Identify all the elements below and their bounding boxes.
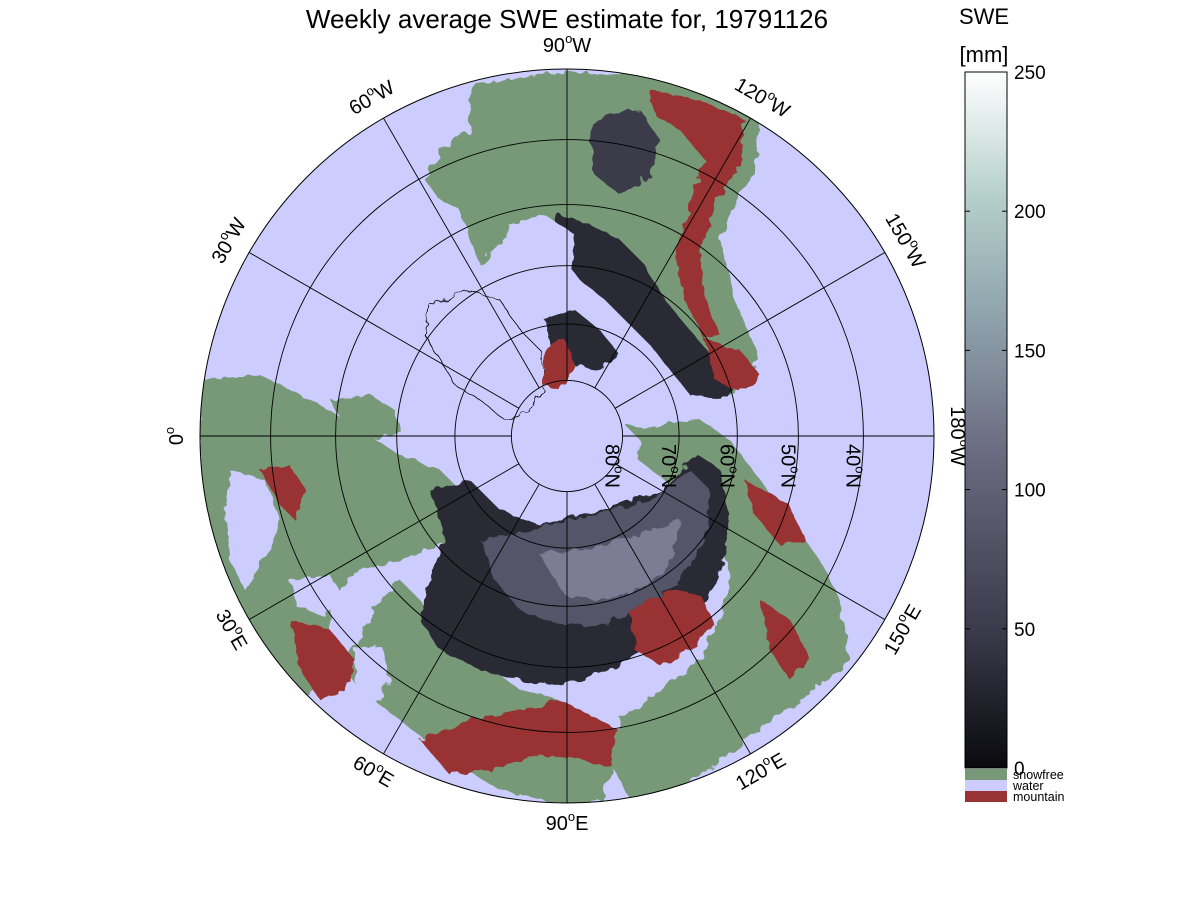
meridian-120 [594, 483, 751, 755]
svg-text:80oN: 80oN [600, 444, 626, 488]
land-greenland [424, 289, 546, 421]
meridian-30 [248, 463, 520, 620]
mountain-himalaya [420, 700, 640, 775]
svg-text:60oW: 60oW [344, 73, 399, 120]
swatch-water [965, 780, 1007, 791]
meridian--150 [614, 252, 886, 409]
lat-label-50°N: 50oN [776, 444, 802, 488]
land-scandinavia [330, 395, 400, 440]
land-snowfree-east-asia [600, 420, 850, 800]
meridian--120 [594, 117, 751, 389]
swatch-label-snowfree: snowfree [1013, 768, 1064, 782]
meridian-60 [383, 483, 540, 755]
lat-label-70°N: 70oN [657, 444, 683, 488]
lat-label-40°N: 40oN [841, 444, 867, 488]
mountain-rockies [650, 90, 745, 340]
colorbar-ticks: 0 50 100 150 200 250 [965, 63, 1046, 780]
colorbar-tick-label: 250 [1014, 63, 1046, 84]
map-title: Weekly average SWE estimate for, 1979112… [306, 4, 828, 34]
land-europe [200, 375, 640, 803]
lon-label-30°W: 30oW [204, 212, 251, 268]
lon-label-90°W: 90oW [543, 31, 591, 57]
land-north-america [424, 72, 760, 421]
colorbar-tick-label: 50 [1014, 620, 1035, 641]
hudson-bay [500, 215, 575, 295]
meridian--30 [248, 252, 520, 409]
colorbar-tick-label: 0 [1014, 759, 1025, 780]
swatch-label-water: water [1012, 779, 1044, 793]
water-caspian [355, 645, 390, 705]
colorbar-gradient [964, 71, 1008, 769]
colorbar-title: SWE [959, 4, 1009, 29]
lon-label-90°E: 90oE [546, 809, 589, 835]
swatch-label-mountain: mountain [1013, 790, 1064, 804]
svg-text:70oN: 70oN [657, 444, 683, 488]
colorbar: SWE [mm] 0 50 100 150 200 250 snowfreewatermo… [959, 4, 1065, 804]
map-boundary [199, 68, 935, 804]
svg-text:90oE: 90oE [546, 809, 589, 835]
polar-map [200, 69, 934, 803]
meridian-150 [614, 463, 886, 620]
lat-label-60°N: 60oN [715, 444, 741, 488]
water-black-sea [290, 575, 345, 615]
svg-text:90oW: 90oW [543, 31, 591, 57]
mountain-kamchatka [745, 480, 805, 545]
lon-label-0°: 0o [162, 427, 188, 445]
mountain-far-east [760, 600, 810, 680]
svg-text:60oN: 60oN [715, 444, 741, 488]
svg-text:50oN: 50oN [776, 444, 802, 488]
colorbar-tick-label: 150 [1014, 341, 1046, 362]
water-mediterranean [225, 470, 280, 590]
lon-label-60°W: 60oW [344, 73, 399, 120]
colorbar-tick-label: 100 [1014, 481, 1046, 502]
mountain-caucasus [290, 620, 355, 700]
svg-text:30oW: 30oW [204, 212, 251, 267]
lat-label-80°N: 80oN [600, 444, 626, 488]
latitude-labels: 80oN 70oN 60oN 50oN 40oN [600, 444, 867, 488]
colorbar-tick-label: 200 [1014, 202, 1046, 223]
graticule [200, 69, 934, 803]
land-snow-siberia-high [540, 520, 680, 600]
svg-text:40oN: 40oN [841, 444, 867, 488]
colorbar-units: [mm] [960, 42, 1009, 67]
land-snow-canada-north [590, 110, 660, 195]
mountain-alaska [705, 340, 760, 392]
swatch-mountain [965, 791, 1007, 802]
svg-text:0o: 0o [162, 427, 188, 445]
mountain-east-siberia [630, 590, 715, 665]
land-snowfree-europe-africa [200, 375, 620, 803]
mountain-alps-europe [260, 465, 305, 520]
swatch-snowfree [965, 769, 1007, 780]
land-snow-canada [545, 215, 740, 398]
meridian--60 [383, 117, 540, 389]
arctic-central-ice [500, 405, 640, 505]
